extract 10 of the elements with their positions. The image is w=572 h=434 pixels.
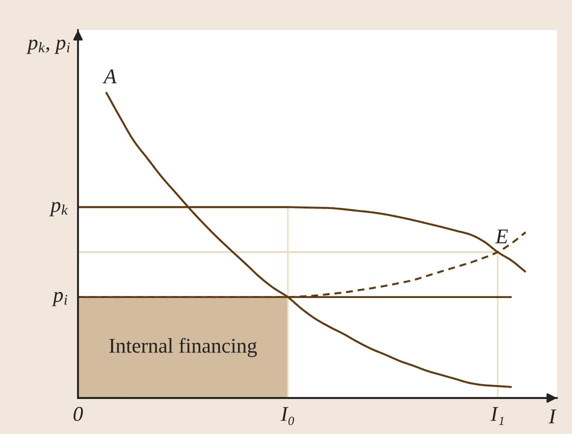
series-label: A [102, 69, 117, 84]
series-label: p$_{k}$ [49, 202, 68, 216]
series-label: Internal financing [109, 338, 257, 358]
annotation: E [495, 230, 508, 244]
x-axis-title: I [548, 410, 556, 424]
x-tick-label: 0 [74, 406, 83, 421]
x-tick-label: I₀ [280, 407, 294, 426]
series-label: p$_{i}$ [52, 292, 68, 306]
y-axis-title: p$_{k}$, p$_{i}$ [26, 40, 70, 54]
x-tick-label: I₁ [490, 407, 504, 425]
